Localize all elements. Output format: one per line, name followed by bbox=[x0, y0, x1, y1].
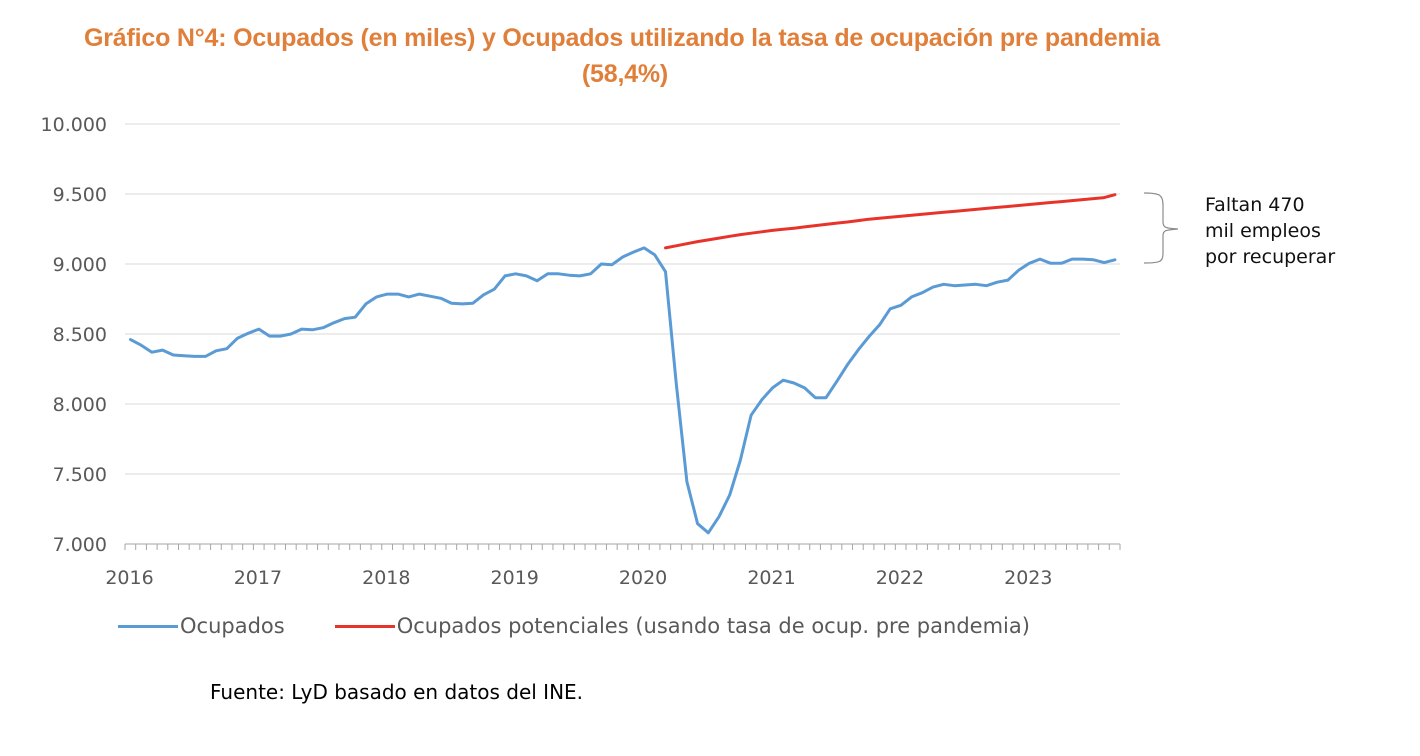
legend-label-ocupados: Ocupados bbox=[180, 614, 285, 638]
legend: Ocupados Ocupados potenciales (usando ta… bbox=[118, 614, 1030, 638]
series-line-ocupados bbox=[129, 246, 1117, 535]
x-tick-label: 2018 bbox=[362, 567, 410, 589]
x-tick-label: 2017 bbox=[234, 567, 282, 589]
annotation-line-1: Faltan 470 bbox=[1205, 194, 1305, 216]
legend-swatch-potenciales bbox=[334, 624, 395, 628]
source-note: Fuente: LyD basado en datos del INE. bbox=[210, 680, 584, 704]
legend-swatch-ocupados bbox=[118, 624, 178, 628]
x-tick-label: 2020 bbox=[619, 567, 667, 589]
legend-label-potenciales: Ocupados potenciales (usando tasa de ocu… bbox=[396, 614, 1030, 638]
chart-title-line-1: Gráfico N°4: Ocupados (en miles) y Ocupa… bbox=[84, 24, 1160, 52]
series-line-ocupados-potenciales bbox=[664, 193, 1117, 250]
annotation-line-3: por recuperar bbox=[1205, 246, 1336, 268]
y-axis: 7.000 7.500 8.000 8.500 9.000 9.500 10.000 bbox=[41, 114, 107, 556]
gridlines bbox=[125, 123, 1120, 475]
x-axis: 2016 2017 2018 2019 2020 2021 2022 2023 bbox=[105, 543, 1121, 589]
legend-item-ocupados[interactable]: Ocupados bbox=[118, 614, 285, 638]
x-tick-label: 2016 bbox=[105, 567, 153, 589]
x-tick-label: 2022 bbox=[876, 567, 924, 589]
y-tick-label: 9.000 bbox=[53, 254, 107, 276]
curly-brace-icon bbox=[1143, 192, 1179, 264]
x-tick-label: 2023 bbox=[1004, 567, 1052, 589]
y-tick-label: 7.500 bbox=[53, 464, 107, 486]
gap-brace bbox=[1143, 192, 1179, 264]
y-tick-label: 8.000 bbox=[53, 394, 107, 416]
y-tick-label: 10.000 bbox=[41, 114, 107, 136]
annotation-line-2: mil empleos bbox=[1205, 220, 1321, 242]
y-tick-label: 7.000 bbox=[53, 534, 107, 556]
series-group bbox=[129, 193, 1117, 535]
y-tick-label: 8.500 bbox=[53, 324, 107, 346]
y-tick-label: 9.500 bbox=[53, 184, 107, 206]
gap-annotation: Faltan 470 mil empleos por recuperar bbox=[1205, 192, 1335, 270]
chart-title-line-2: (58,4%) bbox=[581, 60, 669, 88]
x-tick-label: 2021 bbox=[747, 567, 795, 589]
legend-item-potenciales[interactable]: Ocupados potenciales (usando tasa de ocu… bbox=[334, 614, 1030, 638]
x-tick-label: 2019 bbox=[491, 567, 539, 589]
